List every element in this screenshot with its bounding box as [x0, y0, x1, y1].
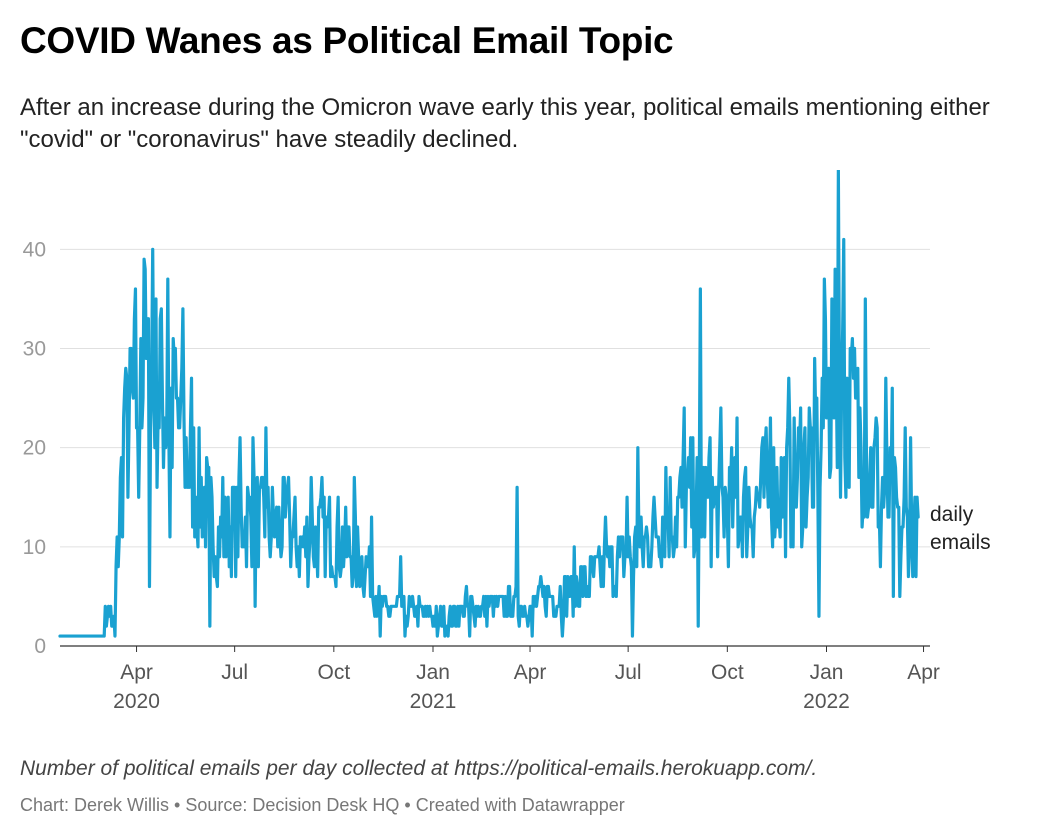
- series-line-daily-emails: [58, 170, 920, 638]
- x-tick-label: Oct: [317, 661, 350, 684]
- x-tick-label: Jul: [221, 661, 248, 684]
- chart-credit: Chart: Derek Willis • Source: Decision D…: [20, 795, 625, 815]
- line-chart: 0 10 20 30 40 Apr 2020 Jul Oct Jan 2021 Apr Jul Oct J…: [23, 170, 991, 713]
- chart-subtitle: After an increase during the Omicron wav…: [20, 94, 990, 153]
- series-group: [58, 170, 920, 638]
- x-tick-label: Jan: [416, 661, 450, 684]
- y-tick-label: 30: [23, 338, 46, 361]
- x-tick-label: Apr: [514, 661, 547, 684]
- x-tick-label: Apr: [907, 661, 940, 684]
- y-tick-label: 0: [34, 635, 46, 658]
- x-tick-year: 2022: [803, 690, 850, 713]
- series-label-line: daily: [930, 503, 974, 526]
- series-label-line: emails: [930, 531, 991, 554]
- x-tick-label: Oct: [711, 661, 744, 684]
- series-label: daily emails: [930, 503, 991, 554]
- x-tick-year: 2021: [410, 690, 457, 713]
- chart-note: Number of political emails per day colle…: [20, 757, 818, 780]
- x-tick-label: Apr: [120, 661, 153, 684]
- y-axis: 0 10 20 30 40: [23, 238, 46, 658]
- y-tick-label: 20: [23, 437, 46, 460]
- x-tick-label: Jan: [810, 661, 844, 684]
- x-tick-label: Jul: [615, 661, 642, 684]
- x-tick-year: 2020: [113, 690, 160, 713]
- x-axis: Apr 2020 Jul Oct Jan 2021 Apr Jul Oct Jan 2022 Apr: [113, 646, 940, 713]
- chart-title: COVID Wanes as Political Email Topic: [20, 20, 674, 61]
- y-tick-label: 40: [23, 238, 46, 261]
- y-tick-label: 10: [23, 536, 46, 559]
